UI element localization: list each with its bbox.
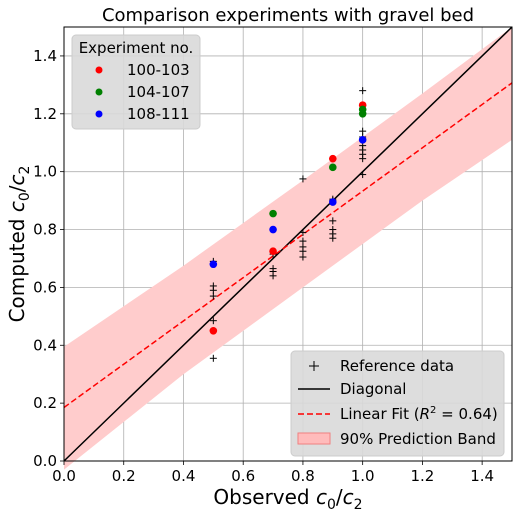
y-tick-label: 0.0 xyxy=(33,452,57,470)
experiment-point-100-103 xyxy=(209,327,218,335)
y-axis-label: Computed c0/c2 xyxy=(5,166,33,323)
experiment-legend: Experiment no. 100-103 104-107 108-111 xyxy=(71,34,201,130)
series-legend-box xyxy=(290,350,505,457)
experiment-point-104-107 xyxy=(358,105,367,114)
reference-data-point xyxy=(359,127,367,135)
experiment-point-104-107 xyxy=(269,209,277,218)
x-tick-label: 1.4 xyxy=(470,467,494,485)
legend-label-100-103: 100-103 xyxy=(127,61,190,79)
y-tick-label: 0.2 xyxy=(33,394,57,412)
reference-data-point xyxy=(299,175,307,183)
legend-marker-108-111 xyxy=(95,110,103,118)
legend-label-prediction-band: 90% Prediction Band xyxy=(340,430,496,448)
legend-marker-104-107 xyxy=(95,88,103,96)
reference-data-point xyxy=(209,282,217,290)
reference-data-points xyxy=(209,87,367,362)
experiment-point-108-111 xyxy=(329,198,337,206)
legend-marker-reference-data xyxy=(309,361,319,371)
reference-data-point xyxy=(359,171,367,179)
y-tick-label: 0.6 xyxy=(33,278,57,296)
y-tick-label: 1.0 xyxy=(33,163,57,181)
y-tick-label: 1.2 xyxy=(33,105,57,123)
x-tick-label: 0.0 xyxy=(52,467,76,485)
reference-data-point xyxy=(329,217,337,225)
experiment-point-100-103 xyxy=(329,154,337,163)
legend-label-108-111: 108-111 xyxy=(127,105,190,123)
series-legend: Reference data Diagonal Linear Fit (R2 =… xyxy=(290,350,505,457)
y-tick-label: 1.4 xyxy=(33,47,57,65)
x-axis-label: Observed c0/c2 xyxy=(213,485,362,513)
reference-data-point xyxy=(299,228,307,236)
prediction-band-area xyxy=(64,27,512,470)
x-tick-label: 0.2 xyxy=(112,467,136,485)
legend-marker-prediction-band xyxy=(297,432,331,445)
axis-ticks: 0.0 0.2 0.4 0.6 0.8 1.0 1.2 1.4 0.0 0.2 0.4 0.6 0.8 1… xyxy=(33,47,494,485)
linear-fit-line xyxy=(63,82,513,409)
plot-frame xyxy=(63,26,513,462)
experiment-point-100-103 xyxy=(269,247,277,256)
legend-label-diagonal: Diagonal xyxy=(340,380,406,398)
fit-lines xyxy=(63,26,513,462)
diagonal-line xyxy=(63,26,513,462)
reference-data-point xyxy=(269,265,277,273)
reference-data-point xyxy=(209,317,217,325)
x-tick-label: 0.8 xyxy=(291,467,315,485)
x-tick-label: 1.2 xyxy=(410,467,434,485)
legend-label-linear-fit: Linear Fit (R2 = 0.64) xyxy=(340,405,498,423)
experiment-point-108-111 xyxy=(358,136,367,144)
legend-label-104-107: 104-107 xyxy=(127,83,190,101)
x-tick-label: 1.0 xyxy=(351,467,375,485)
reference-data-point xyxy=(359,87,367,95)
experiment-point-108-111 xyxy=(209,260,218,269)
reference-data-point xyxy=(329,226,337,234)
prediction-band xyxy=(64,27,512,470)
experiment-legend-box xyxy=(71,34,201,130)
experiment-point-108-111 xyxy=(269,225,277,234)
legend-marker-100-103 xyxy=(95,66,103,74)
legend-label-reference-data: Reference data xyxy=(340,357,454,375)
chart-title: Comparison experiments with gravel bed xyxy=(102,5,474,26)
reference-data-point xyxy=(299,237,307,245)
y-tick-label: 0.4 xyxy=(33,336,57,354)
experiment-point-104-107 xyxy=(329,163,337,172)
x-tick-label: 0.4 xyxy=(172,467,196,485)
experiment-legend-title: Experiment no. xyxy=(79,39,194,57)
reference-data-point xyxy=(209,354,217,362)
x-tick-label: 0.6 xyxy=(231,467,255,485)
experiment-points xyxy=(209,101,367,335)
y-tick-label: 0.8 xyxy=(33,221,57,239)
